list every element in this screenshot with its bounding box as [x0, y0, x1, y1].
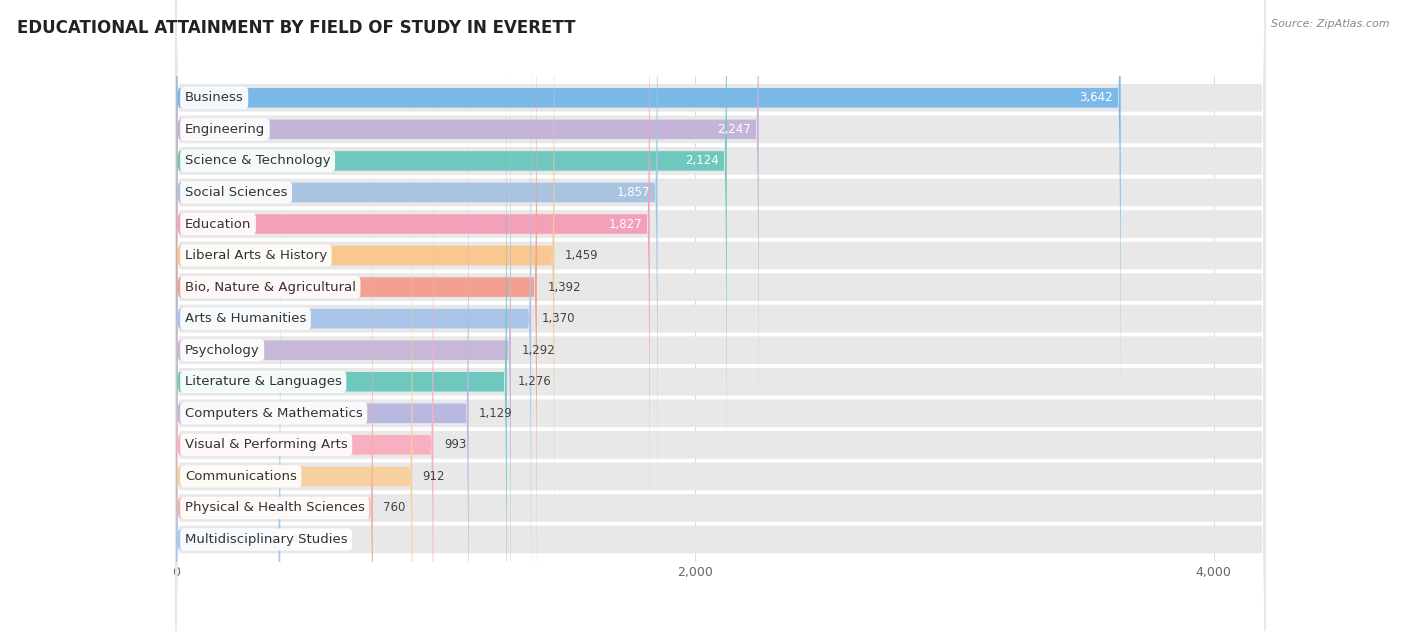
FancyBboxPatch shape: [176, 0, 658, 562]
Text: Arts & Humanities: Arts & Humanities: [184, 312, 307, 325]
Text: 1,392: 1,392: [547, 281, 581, 293]
FancyBboxPatch shape: [176, 13, 506, 631]
Text: 1,276: 1,276: [517, 375, 551, 388]
FancyBboxPatch shape: [176, 0, 1265, 631]
Text: 1,292: 1,292: [522, 344, 555, 357]
Text: Multidisciplinary Studies: Multidisciplinary Studies: [184, 533, 347, 546]
FancyBboxPatch shape: [176, 0, 1265, 631]
Text: 3,642: 3,642: [1080, 91, 1114, 104]
FancyBboxPatch shape: [176, 0, 1121, 467]
FancyBboxPatch shape: [176, 17, 1265, 631]
FancyBboxPatch shape: [176, 0, 537, 631]
Text: Education: Education: [184, 218, 252, 230]
FancyBboxPatch shape: [176, 0, 1265, 589]
Text: 1,857: 1,857: [616, 186, 650, 199]
Text: 403: 403: [291, 533, 314, 546]
Text: 760: 760: [384, 502, 406, 514]
Text: Psychology: Psychology: [184, 344, 260, 357]
FancyBboxPatch shape: [176, 107, 412, 631]
FancyBboxPatch shape: [176, 0, 1265, 631]
Text: 993: 993: [444, 439, 467, 451]
Text: Social Sciences: Social Sciences: [184, 186, 287, 199]
Text: EDUCATIONAL ATTAINMENT BY FIELD OF STUDY IN EVERETT: EDUCATIONAL ATTAINMENT BY FIELD OF STUDY…: [17, 19, 575, 37]
FancyBboxPatch shape: [176, 49, 1265, 631]
Text: 1,459: 1,459: [565, 249, 599, 262]
FancyBboxPatch shape: [176, 0, 650, 593]
FancyBboxPatch shape: [176, 0, 1265, 557]
Text: 1,370: 1,370: [541, 312, 575, 325]
Text: 1,827: 1,827: [609, 218, 643, 230]
Text: Bio, Nature & Agricultural: Bio, Nature & Agricultural: [184, 281, 356, 293]
Text: 1,129: 1,129: [479, 407, 513, 420]
FancyBboxPatch shape: [176, 80, 1265, 631]
FancyBboxPatch shape: [176, 0, 759, 498]
Text: 912: 912: [423, 470, 446, 483]
Text: Computers & Mathematics: Computers & Mathematics: [184, 407, 363, 420]
FancyBboxPatch shape: [176, 0, 1265, 631]
FancyBboxPatch shape: [176, 0, 1265, 631]
FancyBboxPatch shape: [176, 170, 280, 631]
Text: Engineering: Engineering: [184, 123, 266, 136]
FancyBboxPatch shape: [176, 139, 373, 631]
FancyBboxPatch shape: [176, 0, 1265, 631]
Text: Visual & Performing Arts: Visual & Performing Arts: [184, 439, 347, 451]
FancyBboxPatch shape: [176, 0, 1265, 620]
FancyBboxPatch shape: [176, 44, 468, 631]
FancyBboxPatch shape: [176, 0, 554, 625]
Text: Science & Technology: Science & Technology: [184, 155, 330, 167]
FancyBboxPatch shape: [176, 0, 727, 530]
Text: Literature & Languages: Literature & Languages: [184, 375, 342, 388]
Text: Communications: Communications: [184, 470, 297, 483]
FancyBboxPatch shape: [176, 0, 531, 631]
FancyBboxPatch shape: [176, 0, 1265, 631]
Text: Physical & Health Sciences: Physical & Health Sciences: [184, 502, 364, 514]
Text: Business: Business: [184, 91, 243, 104]
FancyBboxPatch shape: [176, 0, 1265, 631]
FancyBboxPatch shape: [176, 0, 510, 631]
FancyBboxPatch shape: [176, 76, 433, 631]
FancyBboxPatch shape: [176, 0, 1265, 631]
Text: Source: ZipAtlas.com: Source: ZipAtlas.com: [1271, 19, 1389, 29]
Text: 2,124: 2,124: [685, 155, 718, 167]
Text: 2,247: 2,247: [717, 123, 751, 136]
Text: Liberal Arts & History: Liberal Arts & History: [184, 249, 328, 262]
